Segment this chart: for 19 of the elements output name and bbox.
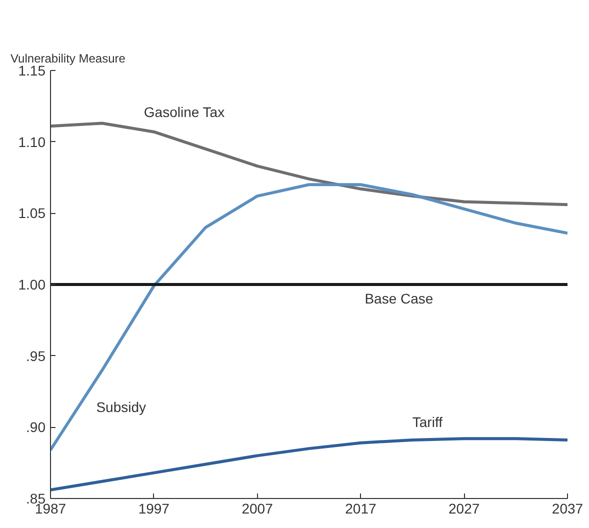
x-tick-label: 2037 xyxy=(552,500,584,516)
x-tick-label: 2027 xyxy=(448,500,480,516)
y-tick-label: 1.15 xyxy=(18,62,46,78)
line-series xyxy=(50,122,568,206)
x-tick-label: 1997 xyxy=(138,500,170,516)
series-label: Tariff xyxy=(412,414,443,430)
line-series xyxy=(50,437,568,492)
series-label: Gasoline Tax xyxy=(144,104,225,120)
line-series xyxy=(50,183,568,452)
y-tick-label: 1.10 xyxy=(18,134,46,150)
series-label: Base Case xyxy=(364,290,434,306)
x-tick-label: 2017 xyxy=(345,500,376,516)
series-label: Subsidy xyxy=(96,399,146,416)
y-tick-label: .90 xyxy=(26,419,46,436)
y-tick-label: .95 xyxy=(26,348,46,364)
y-axis-title: Vulnerability Measure xyxy=(10,52,126,66)
y-tick-label: 1.00 xyxy=(18,276,46,292)
y-tick-label: 1.05 xyxy=(18,205,46,222)
x-tick-label: 2007 xyxy=(242,500,274,516)
